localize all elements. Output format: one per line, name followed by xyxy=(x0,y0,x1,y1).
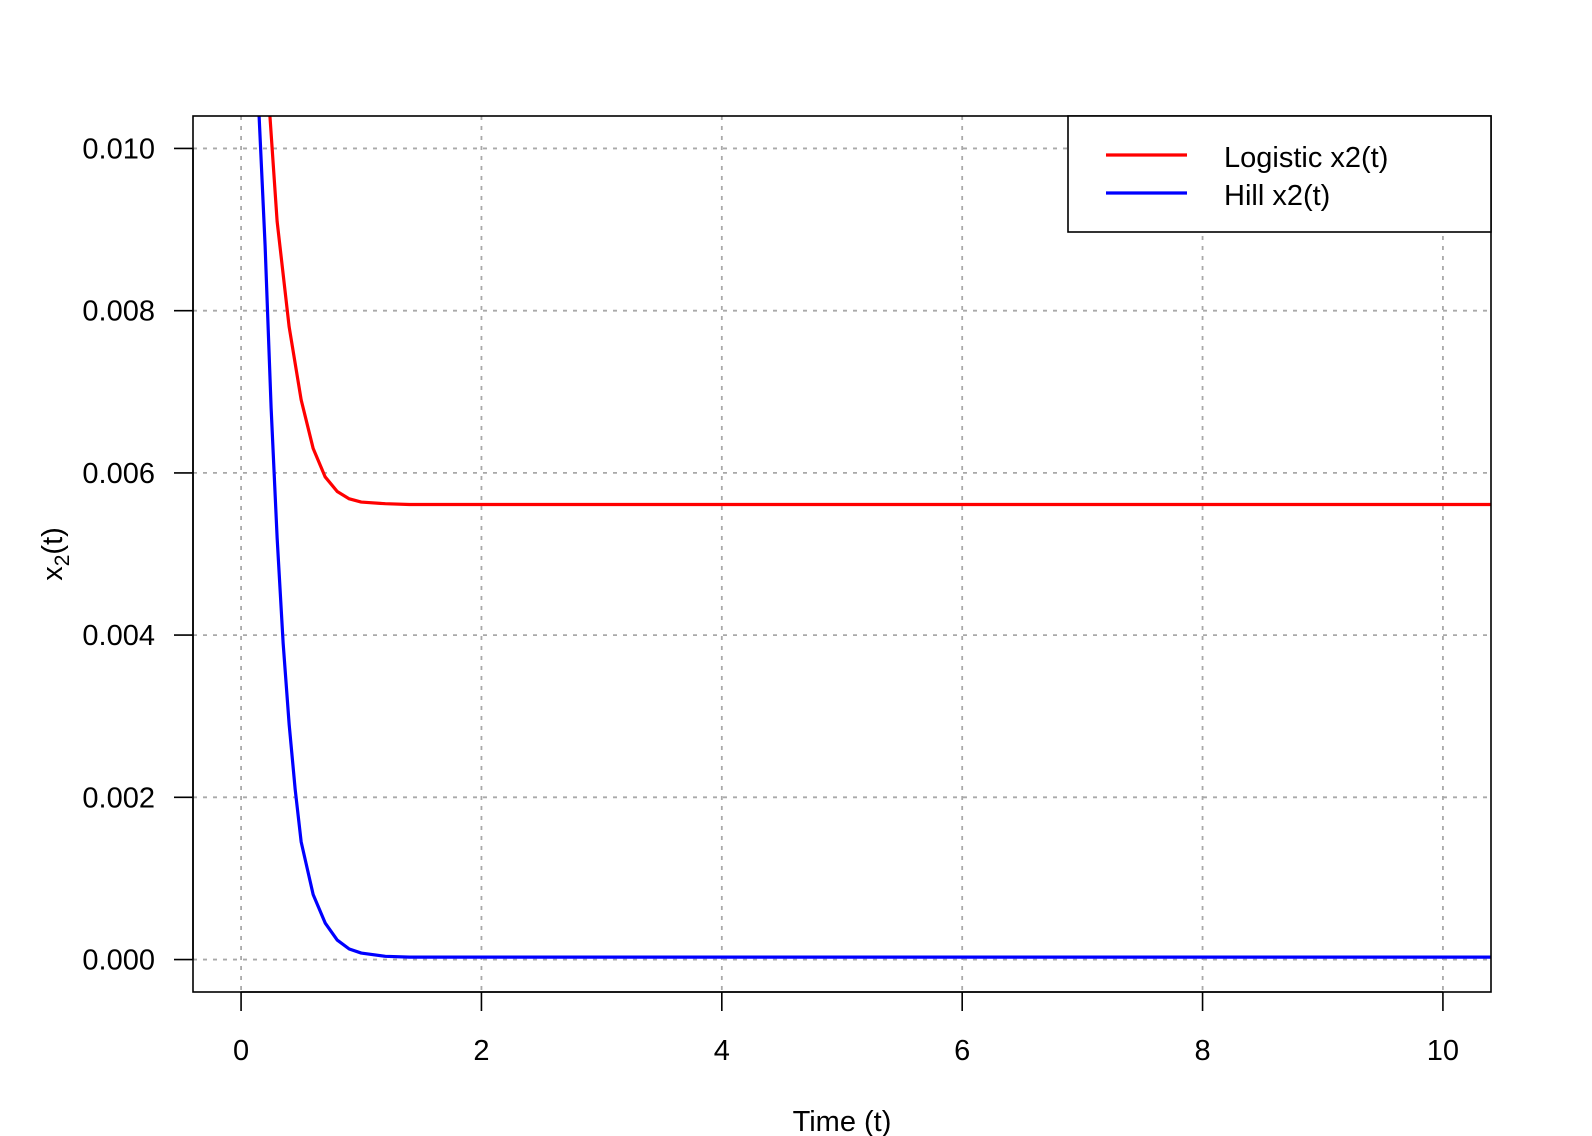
series-lines xyxy=(257,116,1491,959)
x-tick-label: 2 xyxy=(473,1035,489,1067)
y-tick-label: 0.004 xyxy=(82,620,155,652)
legend-box xyxy=(1067,115,1492,233)
y-tick-label: 0.006 xyxy=(82,458,155,490)
legend-label-logistic: Logistic x2(t) xyxy=(1224,142,1388,174)
y-axis: 0.000 0.002 0.004 0.006 0.008 0.010 xyxy=(82,133,194,977)
series-line-logistic xyxy=(268,116,1491,507)
y-axis-title: x2(t) xyxy=(37,527,74,581)
y-tick-label: 0.000 xyxy=(82,945,155,977)
y-tick-label: 0.008 xyxy=(82,296,155,328)
x-tick-label: 6 xyxy=(954,1035,970,1067)
x-tick-label: 4 xyxy=(714,1035,730,1067)
y-axis-title-base: x xyxy=(37,566,69,581)
legend: Logistic x2(t) Hill x2(t) xyxy=(1067,115,1492,233)
y-axis-title-subscript: 2 xyxy=(51,555,74,567)
grid xyxy=(193,116,1491,992)
x-tick-label: 10 xyxy=(1427,1035,1459,1067)
x-tick-label: 0 xyxy=(233,1035,249,1067)
y-tick-label: 0.010 xyxy=(82,133,155,165)
y-axis-title-suffix: (t) xyxy=(37,527,69,554)
legend-label-hill: Hill x2(t) xyxy=(1224,180,1330,212)
x-tick-label: 8 xyxy=(1194,1035,1210,1067)
x-axis-title: Time (t) xyxy=(793,1106,892,1136)
y-tick-label: 0.002 xyxy=(82,782,155,814)
x-axis: 0 2 4 6 8 10 xyxy=(233,991,1459,1067)
series-line-hill xyxy=(257,116,1491,959)
plot-frame xyxy=(192,115,1492,993)
